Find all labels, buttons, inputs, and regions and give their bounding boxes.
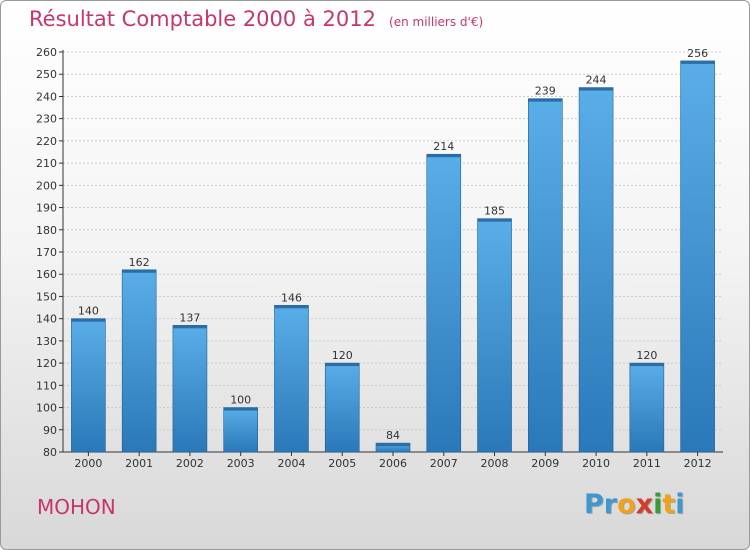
y-tick-label: 170 xyxy=(36,246,57,259)
logo-letter: P xyxy=(584,489,604,520)
x-tick-label: 2011 xyxy=(633,457,661,470)
x-tick-label: 2012 xyxy=(684,457,712,470)
y-tick-label: 210 xyxy=(36,157,57,170)
x-tick-label: 2000 xyxy=(74,457,102,470)
x-tick-label: 2006 xyxy=(379,457,407,470)
x-tick-label: 2004 xyxy=(277,457,305,470)
bar-top-edge xyxy=(325,363,360,367)
data-label: 256 xyxy=(687,47,708,60)
bar xyxy=(629,362,665,453)
y-tick-label: 250 xyxy=(36,68,57,81)
logo-letter: t xyxy=(662,489,676,520)
y-tick-label: 220 xyxy=(36,135,57,148)
data-label: 146 xyxy=(281,291,302,304)
data-label: 137 xyxy=(179,311,200,324)
x-tick-label: 2003 xyxy=(227,457,255,470)
bar xyxy=(680,60,715,453)
logo-letter: r xyxy=(603,489,618,520)
y-tick-label: 230 xyxy=(36,113,57,126)
y-tick-label: 130 xyxy=(36,335,57,348)
x-tick-label: 2007 xyxy=(430,457,458,470)
bar xyxy=(324,362,360,453)
x-tick-label: 2010 xyxy=(582,457,610,470)
y-tick-label: 120 xyxy=(36,357,57,370)
logo-letter: x xyxy=(635,489,654,520)
bar-top-edge xyxy=(122,269,157,273)
y-tick-label: 180 xyxy=(36,224,57,237)
bar xyxy=(578,87,614,453)
y-tick-label: 80 xyxy=(43,446,57,459)
y-tick-label: 240 xyxy=(36,90,57,103)
logo-letter: i xyxy=(675,489,685,520)
x-tick-label: 2005 xyxy=(328,457,356,470)
bar-top-edge xyxy=(172,325,207,329)
bar-top-edge xyxy=(680,60,715,64)
data-label: 120 xyxy=(332,349,353,362)
bar-top-edge xyxy=(528,98,563,102)
logo-letter: o xyxy=(617,489,636,520)
x-tick-label: 2009 xyxy=(531,457,559,470)
x-tick-label: 2008 xyxy=(481,457,509,470)
logo-letter: i xyxy=(653,489,663,520)
commune-name: MOHON xyxy=(37,495,116,519)
x-tick-label: 2001 xyxy=(125,457,153,470)
bar xyxy=(223,407,258,453)
data-label: 120 xyxy=(636,349,657,362)
x-tick-label: 2002 xyxy=(176,457,204,470)
chart-title: Résultat Comptable 2000 à 2012 (en milli… xyxy=(29,7,483,31)
data-label: 239 xyxy=(535,85,556,98)
bar-top-edge xyxy=(629,363,664,367)
bar-top-edge xyxy=(71,318,106,322)
data-label: 214 xyxy=(433,140,454,153)
data-label: 84 xyxy=(386,429,400,442)
y-tick-label: 190 xyxy=(36,202,57,215)
bar xyxy=(274,305,309,453)
bar-top-edge xyxy=(477,218,512,222)
y-tick-label: 90 xyxy=(43,424,57,437)
data-label: 100 xyxy=(230,394,251,407)
title-text: Résultat Comptable 2000 à 2012 xyxy=(29,7,376,31)
bar xyxy=(528,98,563,453)
subtitle-text: (en milliers d'€) xyxy=(389,15,484,29)
bar xyxy=(71,318,106,453)
bar-top-edge xyxy=(223,407,258,411)
y-tick-label: 100 xyxy=(36,402,57,415)
y-tick-label: 260 xyxy=(36,46,57,59)
data-label: 162 xyxy=(129,256,150,269)
bar-top-edge xyxy=(376,443,410,447)
data-label: 140 xyxy=(78,305,99,318)
bar xyxy=(172,325,208,453)
bar xyxy=(426,153,462,453)
y-tick-label: 140 xyxy=(36,313,57,326)
bar-top-edge xyxy=(579,87,614,91)
y-tick-label: 200 xyxy=(36,179,57,192)
bar xyxy=(477,218,512,453)
bar-top-edge xyxy=(426,154,461,158)
y-tick-label: 150 xyxy=(36,290,57,303)
bar xyxy=(121,269,157,453)
y-tick-label: 160 xyxy=(36,268,57,281)
data-label: 244 xyxy=(586,74,607,87)
proxiti-logo: Proxiti xyxy=(584,489,685,520)
y-tick-label: 110 xyxy=(36,379,57,392)
data-label: 185 xyxy=(484,205,505,218)
bar-top-edge xyxy=(274,305,309,309)
